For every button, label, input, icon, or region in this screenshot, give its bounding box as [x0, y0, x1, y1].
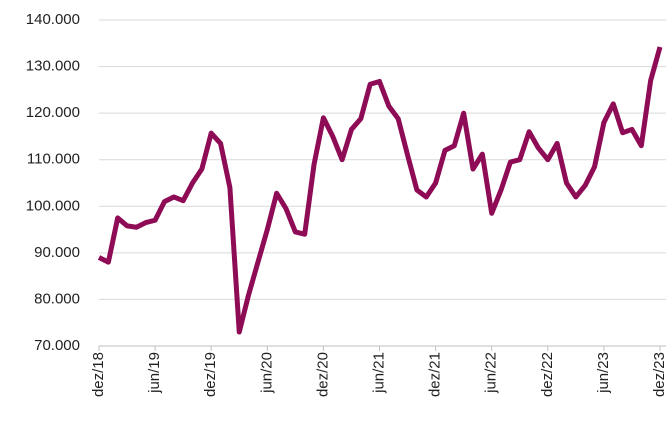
- x-tick-label: dez/21: [427, 352, 444, 397]
- x-tick-label: jun/19: [146, 352, 163, 394]
- y-tick-label: 130.000: [26, 58, 80, 75]
- x-tick-label: jun/23: [595, 352, 612, 394]
- x-tick-label: dez/18: [90, 352, 107, 397]
- y-tick-label: 90.000: [34, 244, 80, 261]
- x-tick-label: jun/22: [483, 352, 500, 394]
- y-tick-label: 100.000: [26, 197, 80, 214]
- y-tick-label: 110.000: [27, 151, 80, 168]
- y-tick-label: 120.000: [26, 104, 80, 121]
- x-tick-label: dez/23: [651, 352, 668, 397]
- x-tick-label: dez/22: [539, 352, 556, 397]
- x-tick-label: dez/20: [314, 352, 331, 397]
- x-tick-label: dez/19: [202, 352, 219, 397]
- y-tick-label: 140.000: [26, 11, 80, 28]
- y-tick-label: 70.000: [34, 337, 80, 354]
- x-tick-label: jun/20: [258, 352, 275, 394]
- line-series: [97, 46, 663, 335]
- x-tick-label: jun/21: [370, 352, 387, 394]
- y-tick-label: 80.000: [34, 290, 80, 307]
